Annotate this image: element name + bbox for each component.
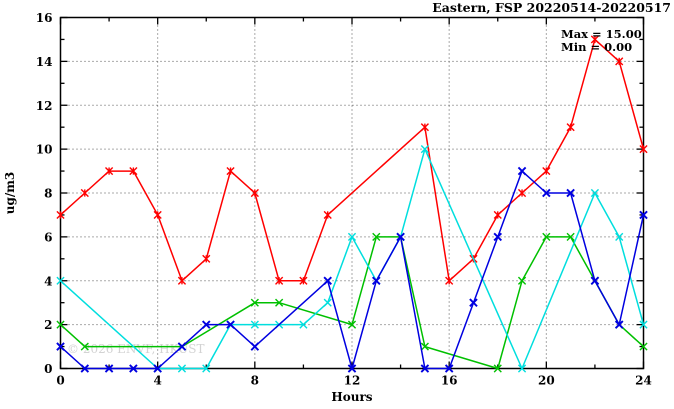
annotation-min: Min = 0.00 — [561, 40, 632, 54]
data-point-marker — [56, 276, 65, 285]
data-point-marker — [201, 320, 211, 329]
x-tick-labels: 0 4 8 12 16 20 24 — [56, 374, 652, 388]
y-tick-label: 4 — [44, 274, 52, 288]
data-point-marker — [56, 320, 65, 329]
data-point-marker — [177, 276, 187, 285]
y-tick-label: 10 — [36, 143, 53, 157]
data-point-marker — [396, 232, 405, 242]
data-point-marker — [639, 342, 648, 351]
data-point-marker — [420, 342, 429, 351]
data-point-marker — [517, 276, 527, 285]
data-point-marker — [420, 123, 429, 132]
y-tick-labels: 0 2 4 6 8 10 12 14 16 — [36, 11, 53, 376]
annotation-max: Max = 15.00 — [561, 27, 642, 41]
data-point-marker — [542, 166, 551, 176]
y-tick-label: 8 — [44, 187, 52, 201]
data-point-marker — [250, 298, 259, 307]
data-point-marker — [202, 364, 211, 373]
data-point-marker — [275, 276, 284, 285]
data-point-marker — [323, 210, 332, 220]
data-point-marker — [80, 364, 90, 373]
data-point-marker — [347, 232, 357, 241]
data-point-marker — [226, 166, 235, 176]
y-tick-label: 14 — [36, 55, 53, 69]
x-tick-label: 12 — [344, 374, 361, 388]
data-point-marker — [323, 298, 332, 307]
data-point-marker — [104, 166, 114, 176]
data-point-marker — [347, 364, 357, 373]
data-point-marker — [250, 320, 259, 329]
data-point-marker — [517, 166, 527, 176]
data-point-marker — [372, 232, 381, 241]
y-tick-label: 6 — [44, 230, 52, 244]
data-point-marker — [56, 210, 65, 220]
data-point-marker — [590, 276, 600, 286]
data-point-marker — [542, 232, 551, 241]
data-point-marker — [493, 210, 502, 220]
x-tick-label: 8 — [251, 374, 259, 388]
x-axis-label: Hours — [331, 390, 372, 404]
y-tick-label: 16 — [36, 11, 53, 25]
data-point-marker — [590, 35, 600, 44]
data-point-marker — [56, 342, 65, 351]
data-point-marker — [566, 123, 575, 132]
data-point-marker — [80, 188, 89, 198]
data-point-marker — [153, 210, 162, 220]
x-tick-label: 16 — [441, 374, 458, 388]
data-point-marker — [517, 188, 527, 198]
data-point-marker — [566, 188, 575, 198]
y-tick-label: 12 — [36, 99, 53, 113]
data-point-marker — [542, 188, 551, 198]
data-point-marker — [299, 276, 308, 285]
data-point-marker — [639, 210, 648, 220]
series-blue — [56, 166, 648, 373]
data-point-marker — [323, 276, 332, 286]
data-point-marker — [590, 188, 600, 198]
data-point-marker — [372, 276, 381, 286]
x-tick-label: 4 — [153, 374, 161, 388]
data-point-marker — [615, 232, 624, 241]
data-point-marker — [226, 320, 235, 329]
data-point-marker — [275, 298, 284, 307]
series-layer — [56, 35, 648, 373]
series-red-line — [59, 38, 645, 282]
series-red — [56, 35, 648, 285]
data-point-marker — [469, 298, 478, 307]
data-point-marker — [614, 320, 624, 329]
data-point-marker — [420, 364, 430, 373]
data-point-marker — [177, 364, 187, 373]
data-point-marker — [493, 232, 503, 242]
x-tick-label: 20 — [538, 374, 555, 388]
data-point-marker — [250, 188, 259, 198]
y-axis-label: ug/m3 — [3, 172, 17, 215]
data-point-marker — [177, 342, 187, 351]
y-tick-label: 0 — [44, 362, 52, 376]
data-point-marker — [153, 364, 162, 373]
data-point-marker — [420, 145, 429, 154]
data-point-marker — [615, 57, 624, 66]
data-point-marker — [493, 364, 502, 373]
data-point-marker — [444, 364, 454, 373]
data-point-marker — [566, 232, 575, 241]
data-point-marker — [299, 320, 308, 329]
data-point-marker — [639, 320, 648, 329]
data-point-marker — [104, 364, 114, 373]
data-point-marker — [250, 342, 260, 351]
data-point-marker — [129, 166, 138, 176]
data-point-marker — [202, 254, 211, 263]
data-point-marker — [445, 276, 454, 285]
data-point-marker — [347, 320, 357, 329]
data-point-marker — [129, 364, 138, 373]
x-tick-label: 0 — [56, 374, 64, 388]
data-point-marker — [517, 364, 527, 373]
chart-title: Eastern, FSP 20220514-20220517 — [432, 0, 671, 15]
data-point-marker — [639, 145, 648, 154]
x-tick-label: 24 — [635, 374, 652, 388]
y-tick-label: 2 — [44, 318, 52, 332]
data-point-marker — [80, 342, 89, 351]
